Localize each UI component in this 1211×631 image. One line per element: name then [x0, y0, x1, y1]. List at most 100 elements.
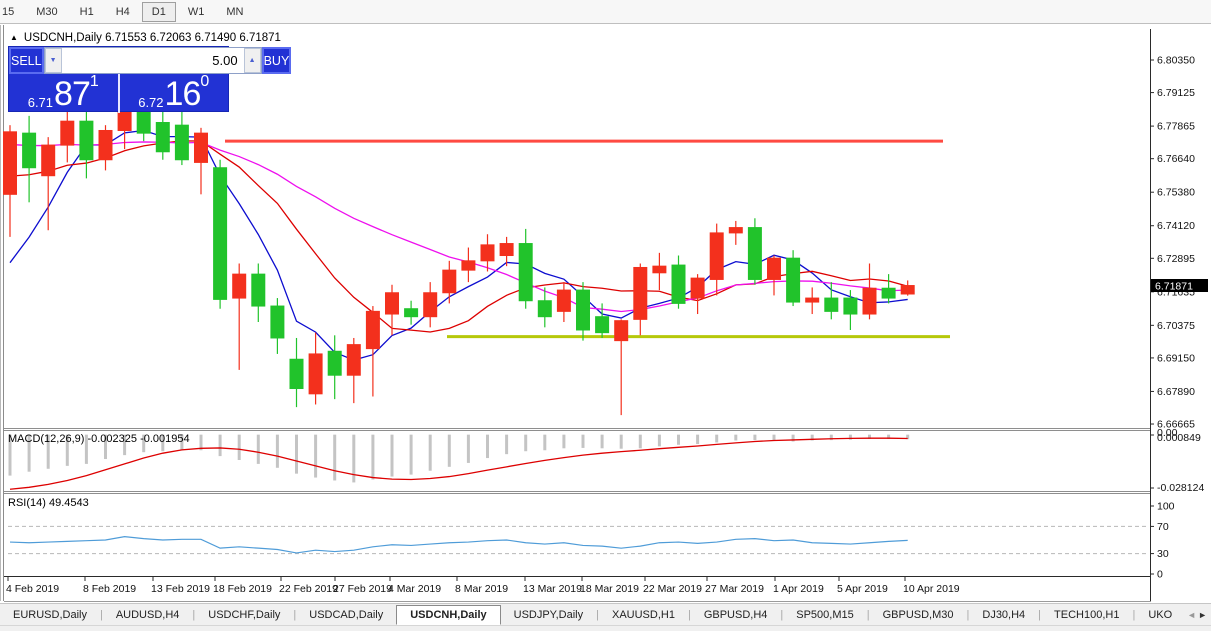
candle-body — [22, 132, 37, 169]
candle-body — [843, 297, 858, 315]
axis-label: 6.77865 — [1157, 121, 1195, 133]
tab-separator: | — [192, 608, 196, 621]
timeframe-button-w1[interactable]: W1 — [178, 2, 215, 22]
axis-label: 6.80350 — [1157, 55, 1195, 67]
sell-button[interactable]: SELL — [9, 47, 44, 74]
axis-label: 6.74120 — [1157, 220, 1195, 232]
chart-tab-tech100-h1[interactable]: TECH100,H1 — [1054, 608, 1120, 621]
chart-tab-gbpusd-m30[interactable]: GBPUSD,M30 — [882, 608, 954, 621]
axis-label: 8 Mar 2019 — [455, 583, 508, 595]
macd-histogram-bar — [371, 434, 375, 480]
buy-button[interactable]: BUY — [261, 47, 292, 74]
chart-tab-xauusd-h1[interactable]: XAUUSD,H1 — [611, 608, 675, 621]
bid-price[interactable]: 6.71 87 1 — [9, 74, 120, 113]
chart-tab-audusd-h4[interactable]: AUDUSD,H4 — [115, 608, 180, 621]
candle-body — [270, 305, 285, 339]
candle-body — [461, 260, 476, 271]
tab-scroll-left-icon[interactable]: ◄ — [1187, 609, 1197, 620]
timeframe-button-15[interactable]: 15 — [0, 2, 24, 22]
axis-label: 18 Mar 2019 — [580, 583, 639, 595]
tab-scroll-right-icon[interactable]: ► — [1198, 609, 1207, 620]
axis-label: 27 Mar 2019 — [705, 583, 764, 595]
candle-body — [155, 122, 170, 153]
macd-histogram-bar — [409, 434, 413, 475]
candle-body — [251, 273, 266, 307]
axis-label: 6.71871 — [1155, 281, 1193, 293]
axis-label: 6.69150 — [1157, 352, 1195, 364]
macd-histogram-bar — [161, 434, 165, 452]
chart-tab-dj30-h4[interactable]: DJ30,H4 — [982, 608, 1026, 621]
tab-separator: | — [1132, 608, 1136, 621]
status-bar — [0, 625, 1211, 631]
macd-histogram-bar — [104, 434, 107, 460]
volume-input[interactable] — [61, 48, 244, 73]
candle-body — [690, 277, 705, 299]
macd-indicator-label: MACD(12,26,9) -0.002325 -0.001954 — [8, 433, 190, 445]
macd-histogram-bar — [810, 434, 814, 441]
chart-tab-usdcad-daily[interactable]: USDCAD,Daily — [309, 608, 384, 621]
candle-body — [862, 287, 877, 315]
axis-label: 6.67890 — [1157, 386, 1195, 398]
collapse-icon[interactable]: ▲ — [10, 33, 18, 42]
chart-tab-usdjpy-daily[interactable]: USDJPY,Daily — [513, 608, 584, 621]
macd-histogram-bar — [848, 434, 852, 440]
macd-histogram-bar — [638, 434, 642, 449]
volume-decrease-button[interactable]: ▼ — [44, 48, 62, 73]
candle-body — [289, 358, 304, 390]
chart-tab-gbpusd-h4[interactable]: GBPUSD,H4 — [703, 608, 768, 621]
chevron-up-icon: ▲ — [248, 57, 256, 64]
rsi-line — [9, 535, 908, 554]
candle-body — [442, 269, 457, 294]
candle-body — [365, 310, 380, 350]
volume-increase-button[interactable]: ▲ — [243, 48, 261, 73]
axis-label: 70 — [1157, 521, 1169, 533]
macd-histogram-bar — [772, 434, 776, 441]
macd-histogram-bar — [543, 434, 547, 451]
chart-tab-eurusd-daily[interactable]: EURUSD,Daily — [13, 608, 87, 621]
macd-histogram-bar — [84, 434, 88, 464]
axis-label: 6.72895 — [1157, 253, 1195, 265]
macd-histogram-bar — [314, 434, 318, 478]
chart-tab-usdcnh-daily[interactable]: USDCNH,Daily — [396, 604, 501, 625]
axis-label: 6.75380 — [1157, 187, 1195, 199]
timeframe-button-mn[interactable]: MN — [216, 2, 253, 22]
candle-body — [614, 320, 629, 342]
timeframe-toolbar: 15 M30 H1 H4 D1 W1 MN — [0, 0, 1211, 24]
axis-label: 22 Mar 2019 — [643, 583, 702, 595]
trade-panel-price-row: 6.71 87 1 6.72 16 0 — [9, 74, 228, 113]
axis-label: 0 — [1157, 569, 1163, 581]
chart-tab-uko[interactable]: UKO — [1148, 608, 1173, 621]
chart-title-text: USDCNH,Daily 6.71553 6.72063 6.71490 6.7… — [23, 32, 281, 44]
macd-histogram-bar — [868, 434, 871, 439]
macd-histogram-bar — [791, 434, 795, 442]
one-click-trading-panel: SELL ▼ ▲ BUY 6.71 87 1 6.72 16 0 — [8, 46, 292, 113]
macd-histogram-bar — [887, 434, 891, 439]
axis-label: 100 — [1157, 501, 1175, 513]
volume-control: ▼ ▲ — [43, 47, 262, 74]
axis-label: 6.66665 — [1157, 419, 1195, 431]
macd-histogram-bar — [906, 434, 910, 440]
macd-histogram-bar — [428, 434, 432, 471]
ask-price[interactable]: 6.72 16 0 — [120, 74, 229, 113]
axis-label: 0.000849 — [1157, 432, 1201, 444]
tab-separator: | — [293, 608, 297, 621]
timeframe-button-m30[interactable]: M30 — [26, 2, 67, 22]
candle-body — [308, 353, 323, 395]
macd-histogram-bar — [657, 434, 661, 447]
candle-body — [79, 120, 94, 161]
timeframe-button-d1[interactable]: D1 — [141, 1, 176, 22]
candle-body — [346, 344, 361, 376]
candle-body — [98, 129, 113, 161]
axis-label: 4 Mar 2019 — [388, 583, 441, 595]
timeframe-button-h4[interactable]: H4 — [106, 2, 140, 22]
timeframe-button-h1[interactable]: H1 — [70, 2, 104, 22]
chevron-down-icon: ▼ — [49, 57, 57, 64]
macd-histogram-bar — [199, 434, 203, 451]
rsi-indicator-label: RSI(14) 49.4543 — [8, 497, 89, 509]
candle-body — [3, 131, 17, 195]
chart-tab-sp500-m15[interactable]: SP500,M15 — [796, 608, 854, 621]
macd-histogram-bar — [581, 434, 585, 448]
chart-tab-usdchf-daily[interactable]: USDCHF,Daily — [208, 608, 281, 621]
tab-separator: | — [687, 608, 691, 621]
